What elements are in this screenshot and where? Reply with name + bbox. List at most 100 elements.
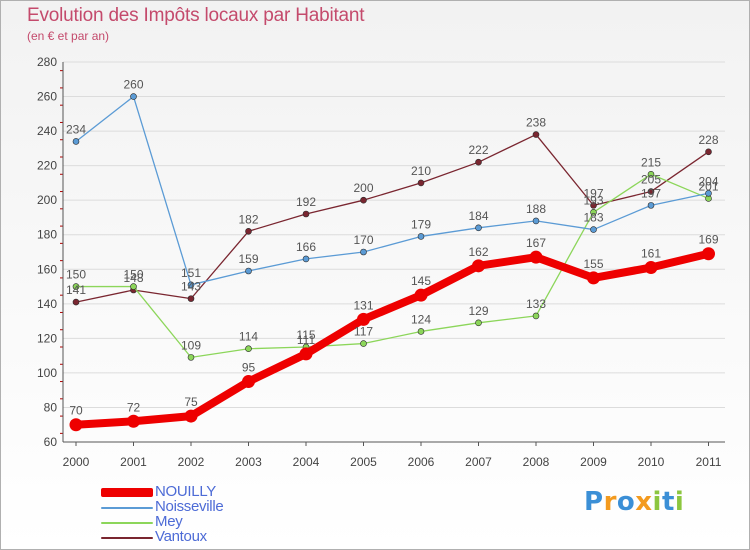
series-line-noisseville xyxy=(75,95,710,286)
y-tick-label: 260 xyxy=(37,90,57,104)
data-point-vantoux xyxy=(187,295,195,302)
data-label-vantoux: 238 xyxy=(526,116,546,130)
data-point-mey xyxy=(647,170,655,178)
data-label-vantoux: 205 xyxy=(641,173,661,187)
data-label-noisseville: 204 xyxy=(698,174,718,188)
y-tick-label: 220 xyxy=(37,159,57,173)
y-tick-label: 240 xyxy=(37,124,57,138)
legend-label: Noisseville xyxy=(155,498,224,515)
data-point-nouilly xyxy=(242,375,255,389)
data-point-noisseville xyxy=(72,138,80,145)
logo-letter: i xyxy=(652,487,662,517)
data-label-mey: 193 xyxy=(583,193,603,207)
data-label-mey: 150 xyxy=(123,268,143,282)
data-point-mey xyxy=(417,328,425,335)
data-label-vantoux: 222 xyxy=(468,143,488,157)
data-label-vantoux: 210 xyxy=(411,164,431,178)
data-point-nouilly xyxy=(414,288,428,302)
data-label-mey: 215 xyxy=(641,155,661,169)
data-label-nouilly: 75 xyxy=(184,395,198,409)
data-point-mey xyxy=(590,208,597,216)
data-point-nouilly xyxy=(184,409,198,423)
data-point-mey xyxy=(187,354,195,361)
y-tick-label: 140 xyxy=(37,297,57,311)
data-label-nouilly: 162 xyxy=(468,245,488,259)
data-label-mey: 117 xyxy=(354,325,373,339)
x-tick-label: 2003 xyxy=(235,455,262,469)
data-point-vantoux xyxy=(590,202,597,209)
data-label-mey: 201 xyxy=(698,179,718,193)
data-label-nouilly: 145 xyxy=(411,274,431,288)
data-point-vantoux xyxy=(245,227,252,235)
data-label-vantoux: 182 xyxy=(238,212,258,226)
data-label-noisseville: 183 xyxy=(583,211,603,225)
data-label-noisseville: 170 xyxy=(353,233,373,247)
data-label-noisseville: 166 xyxy=(296,240,316,254)
data-label-noisseville: 188 xyxy=(526,202,546,216)
data-point-mey xyxy=(245,345,252,353)
x-tick-label: 2007 xyxy=(465,455,492,469)
data-point-mey xyxy=(532,312,540,320)
data-label-nouilly: 167 xyxy=(526,236,546,250)
data-label-mey: 109 xyxy=(181,338,201,352)
data-label-noisseville: 179 xyxy=(411,217,431,231)
legend-label: Vantoux xyxy=(155,528,207,545)
logo-letter: o xyxy=(616,487,636,517)
logo-letter: i xyxy=(674,487,685,517)
x-tick-label: 2004 xyxy=(293,455,320,469)
data-label-mey: 124 xyxy=(411,312,431,326)
data-label-mey: 115 xyxy=(296,328,315,342)
data-point-mey xyxy=(130,283,137,290)
y-tick-label: 160 xyxy=(37,262,57,276)
data-point-mey xyxy=(72,283,80,290)
x-tick-label: 2011 xyxy=(696,455,722,469)
data-point-noisseville xyxy=(417,233,425,240)
data-label-noisseville: 159 xyxy=(238,252,258,266)
data-label-nouilly: 111 xyxy=(297,333,316,347)
data-point-vantoux xyxy=(647,188,655,195)
data-label-mey: 150 xyxy=(66,268,86,282)
legend-swatch xyxy=(101,537,153,539)
data-point-nouilly xyxy=(299,347,313,361)
data-point-nouilly xyxy=(69,418,83,432)
data-point-vantoux xyxy=(705,148,712,156)
x-tick-label: 2010 xyxy=(638,455,665,469)
legend-swatch xyxy=(101,522,153,524)
data-label-mey: 133 xyxy=(526,297,546,311)
data-point-noisseville xyxy=(647,202,655,209)
data-point-vantoux xyxy=(417,179,425,187)
data-label-vantoux: 141 xyxy=(66,283,86,297)
y-tick-label: 80 xyxy=(44,400,58,414)
data-point-noisseville xyxy=(245,267,252,275)
data-point-nouilly xyxy=(529,250,543,264)
data-label-nouilly: 161 xyxy=(641,247,661,261)
data-point-vantoux xyxy=(532,131,540,138)
data-label-vantoux: 192 xyxy=(296,195,316,209)
data-point-nouilly xyxy=(587,271,600,285)
data-point-vantoux xyxy=(360,196,367,204)
y-tick-label: 100 xyxy=(37,366,57,380)
x-tick-label: 2009 xyxy=(580,455,607,469)
y-tick-label: 180 xyxy=(37,228,57,242)
data-point-vantoux xyxy=(72,298,80,306)
data-point-nouilly xyxy=(127,414,140,428)
x-tick-label: 2001 xyxy=(120,455,147,469)
data-point-nouilly xyxy=(702,247,715,261)
y-tick-label: 280 xyxy=(37,55,57,69)
legend-swatch xyxy=(101,507,153,509)
data-label-nouilly: 169 xyxy=(698,233,718,247)
x-tick-label: 2008 xyxy=(523,455,550,469)
y-tick-label: 200 xyxy=(37,193,57,207)
data-point-noisseville xyxy=(532,217,540,225)
data-label-nouilly: 155 xyxy=(583,257,603,271)
data-point-noisseville xyxy=(302,255,310,263)
legend-label: Mey xyxy=(155,513,183,530)
series-line-mey xyxy=(75,173,710,359)
chart-subtitle: (en € et par an) xyxy=(27,29,110,43)
logo-letter: t xyxy=(661,487,675,517)
data-label-vantoux: 148 xyxy=(123,271,143,285)
series-line-nouilly xyxy=(72,249,713,429)
logo-letter: P xyxy=(584,487,604,517)
x-tick-label: 2000 xyxy=(63,455,90,469)
